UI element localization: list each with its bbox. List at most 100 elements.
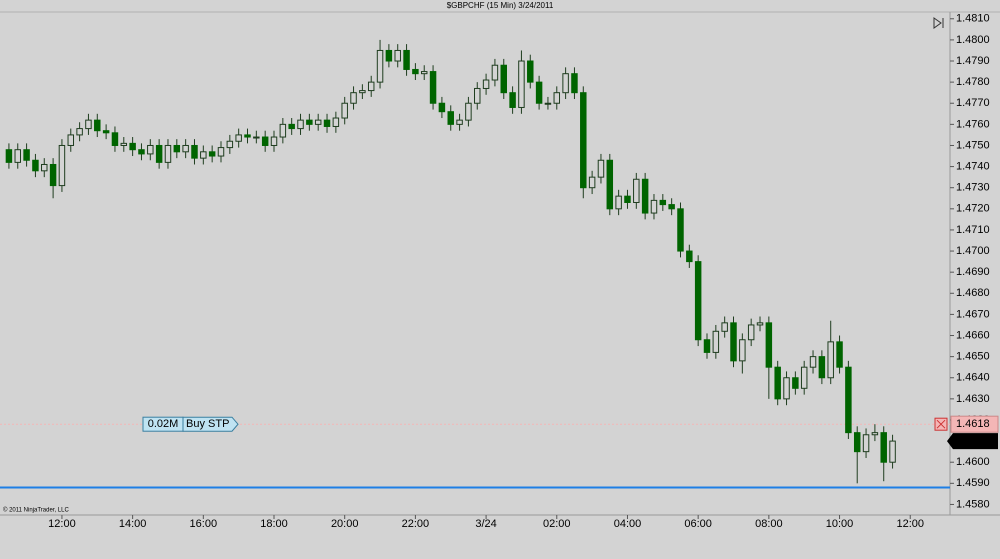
candle-body	[730, 322, 737, 362]
y-tick-label: 1.4720	[956, 203, 990, 215]
y-tick-label: 1.4710	[956, 224, 990, 236]
y-tick-label: 1.4790	[956, 55, 990, 67]
candle-body	[845, 366, 852, 434]
candle-body	[41, 163, 48, 172]
candle-body	[67, 134, 75, 146]
x-tick-label: 12:00	[48, 518, 76, 530]
x-tick-label: 04:00	[614, 518, 642, 530]
candle-body	[182, 144, 189, 153]
order-cancel-x	[936, 419, 946, 429]
order-type: Buy STP	[186, 418, 229, 430]
y-tick-label: 1.4770	[956, 97, 990, 109]
candle-body	[774, 366, 781, 400]
candle-body	[350, 92, 357, 104]
candle-body	[597, 159, 605, 178]
last-price-tag	[947, 433, 998, 450]
candle-body	[155, 144, 163, 163]
candle-body	[880, 432, 887, 463]
y-tick-label: 1.4670	[956, 308, 990, 320]
candle-body	[818, 356, 826, 379]
candle-body	[32, 159, 39, 172]
scroll-end-icon[interactable]	[933, 17, 944, 29]
candle-body	[341, 102, 348, 119]
candle-body	[359, 90, 366, 94]
candle-body	[544, 102, 552, 105]
y-tick-label: 1.4650	[956, 351, 990, 363]
candle-body	[191, 144, 198, 159]
x-tick-label: 06:00	[684, 518, 712, 530]
x-tick-label: 16:00	[190, 518, 218, 530]
candle-body	[535, 81, 543, 104]
y-tick-label: 1.4810	[956, 13, 990, 25]
candle-body	[668, 204, 675, 210]
candle-body	[641, 178, 649, 214]
candle-body	[624, 195, 631, 203]
candle-body	[58, 144, 66, 187]
candle-body	[270, 136, 278, 146]
candle-body	[871, 432, 879, 436]
candle-body	[482, 79, 490, 89]
candle-body	[173, 144, 181, 153]
candle-body	[297, 119, 304, 130]
candle-body	[562, 73, 569, 94]
chart-title: $GBPCHF (15 Min) 3/24/2011	[447, 1, 554, 10]
x-tick-label: 20:00	[331, 518, 359, 530]
candle-body	[76, 128, 83, 136]
x-tick-label: 18:00	[260, 518, 288, 530]
candle-body	[800, 366, 808, 389]
candle-body	[509, 92, 516, 108]
candle-body	[23, 149, 30, 161]
y-tick-label: 1.4640	[956, 372, 990, 384]
y-tick-label: 1.4660	[956, 329, 990, 341]
candle-body	[500, 64, 507, 94]
candle-body	[235, 134, 242, 142]
x-tick-label: 08:00	[755, 518, 783, 530]
x-tick-label: 10:00	[826, 518, 854, 530]
y-tick-label: 1.4580	[956, 498, 990, 510]
candle-body	[138, 149, 145, 155]
candle-body	[889, 440, 896, 463]
y-tick-label: 1.4700	[956, 245, 990, 257]
candle-body	[5, 149, 13, 163]
candle-body	[765, 322, 773, 368]
candle-body	[783, 377, 790, 400]
y-tick-label: 1.4740	[956, 160, 990, 172]
candle-body	[527, 60, 534, 83]
candle-body	[712, 330, 720, 353]
order-type-tag[interactable]	[182, 416, 239, 432]
candle-body	[571, 73, 578, 94]
candle-body	[836, 341, 843, 368]
candle-body	[438, 102, 446, 113]
candle-body	[288, 123, 295, 130]
y-tick-label: 1.4800	[956, 34, 990, 46]
x-tick-label: 14:00	[119, 518, 147, 530]
candle-body	[650, 199, 658, 214]
candle-body	[677, 208, 684, 252]
candle-body	[376, 49, 384, 83]
candle-body	[615, 195, 622, 210]
order-price-tag	[950, 415, 999, 433]
candle-body	[412, 68, 419, 75]
candle-body	[120, 142, 128, 146]
candle-body	[385, 49, 393, 62]
candle-body	[862, 434, 870, 453]
candle-body	[102, 130, 110, 134]
candle-body	[747, 324, 755, 341]
candle-body	[606, 159, 614, 210]
candle-body	[164, 144, 172, 163]
y-tick-label: 1.4780	[956, 76, 990, 88]
candle-body	[111, 132, 119, 146]
x-tick-label: 12:00	[896, 518, 924, 530]
candle-body	[226, 140, 234, 149]
candle-body	[217, 147, 225, 157]
candle-body	[756, 322, 764, 326]
candle-body	[518, 60, 525, 108]
y-tick-label: 1.4680	[956, 287, 990, 299]
candle-body	[739, 339, 746, 362]
y-tick-label: 1.4750	[956, 139, 990, 151]
candle-body	[420, 71, 428, 75]
candle-body	[827, 341, 834, 379]
candle-body	[429, 71, 437, 104]
